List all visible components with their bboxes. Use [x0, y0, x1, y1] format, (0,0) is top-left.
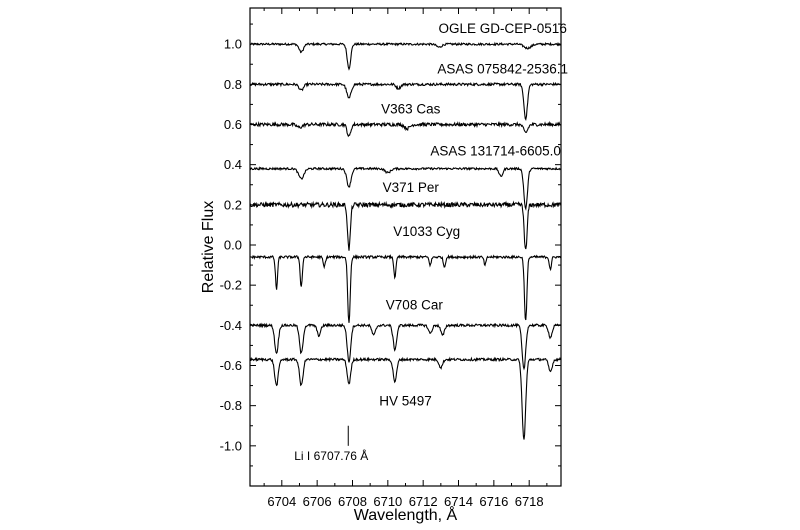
plot-area: 6704 6706 6708 6710 6712 6714 6716 6718 1.0 0.8 0.…: [220, 7, 568, 509]
spectrum-line: [249, 200, 561, 251]
y-tick-label: -1.0: [220, 438, 242, 453]
series-label: V1033 Cyg: [393, 224, 460, 239]
y-axis-label: Relative Flux: [200, 201, 217, 293]
y-tick-label: -0.2: [220, 278, 242, 293]
spectrum-line: [249, 253, 562, 323]
series-label: OGLE GD-CEP-0516: [439, 21, 567, 36]
series-label: HV 5497: [379, 394, 432, 409]
y-tick-label: -0.4: [220, 318, 242, 333]
x-tick-label: 6708: [338, 494, 367, 509]
x-tick-label: 6718: [515, 494, 544, 509]
y-tick-label: 0.6: [224, 117, 242, 132]
y-tick-label: 0.2: [224, 197, 242, 212]
plot-frame: [249, 7, 562, 487]
x-tick-label: 6712: [409, 494, 438, 509]
x-tick-label: 6706: [303, 494, 332, 509]
series-label: V363 Cas: [381, 101, 441, 116]
li-annotation: Li I 6707.76 Å: [294, 448, 368, 463]
y-tick-label: 0.0: [224, 237, 242, 252]
series-label: ASAS 075842-2536.1: [437, 61, 568, 76]
y-tick-label: 1.0: [224, 37, 242, 52]
spectrum-line: [249, 41, 561, 71]
spectrum-line: [249, 166, 561, 211]
y-tick-label: 0.8: [224, 77, 242, 92]
y-tick-label: -0.8: [220, 398, 242, 413]
x-tick-label: 6710: [373, 494, 402, 509]
series-label: ASAS 131714-6605.0: [430, 144, 561, 159]
y-tick-label: 0.4: [224, 157, 242, 172]
spectrum-line: [249, 356, 562, 440]
y-tick-label: -0.6: [220, 358, 242, 373]
x-tick-label: 6716: [479, 494, 508, 509]
x-tick-label: 6704: [267, 494, 296, 509]
x-tick-label: 6714: [444, 494, 473, 509]
spectrum-line: [249, 81, 561, 121]
series-label: V371 Per: [383, 180, 440, 195]
spectrum-line: [249, 120, 561, 138]
spectrum-line: [249, 322, 561, 371]
x-axis-label: Wavelength, Å: [354, 505, 458, 524]
series-label: V708 Car: [386, 297, 444, 312]
